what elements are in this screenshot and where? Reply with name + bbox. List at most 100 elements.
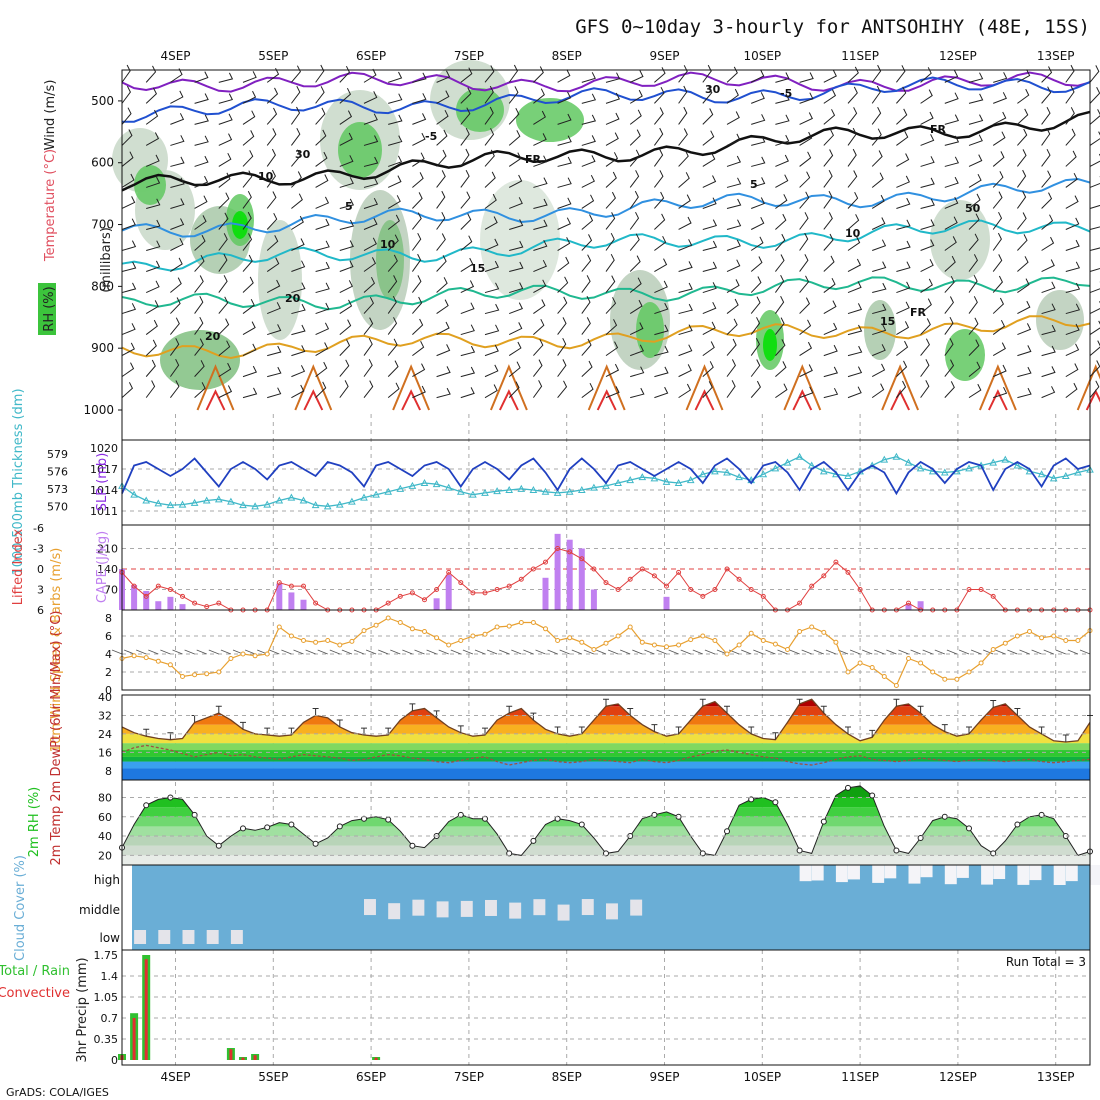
wind-speed-marker [288,633,294,639]
wind-barb [678,383,692,399]
wind-barb [896,219,911,230]
wind-barb [363,68,377,83]
wind-barb [460,235,473,251]
wind-barb [702,282,717,294]
wind-barb [605,112,620,125]
high-cloud-gap [993,865,1006,880]
wind-barb [920,198,935,209]
wind-barb [896,321,910,336]
wind-speed-marker [603,640,609,646]
wind-barb [654,86,665,104]
wind-barb [896,65,906,83]
thickness-marker [517,484,526,492]
cloud-level-label: high [94,873,120,887]
diurnal-contour [499,389,519,411]
contour-label: FR [910,306,927,319]
wind-barb [896,130,909,146]
thickness-marker [844,471,852,479]
wind-barb [726,66,738,83]
date-label-top: 4SEP [160,49,190,63]
wind-barb [436,255,447,272]
wind-barb [363,237,377,251]
cloud-axis-title: Cloud Cover (%) [13,855,28,961]
wind-barb [533,259,547,272]
wind-barb [291,215,304,230]
temp-minmax-bar [869,729,876,738]
middle-cloud-gap [388,903,401,920]
temp-band [122,750,1090,757]
wind-barb [363,337,373,356]
rh2m-marker [748,796,755,803]
wind-barb [581,93,597,104]
wind-barb [823,169,833,188]
surface-wind-barb [765,649,776,655]
wind-speed-marker [216,669,222,675]
wind-barb [896,175,910,188]
temperature-contour [121,219,1091,272]
wind-barb [920,338,930,356]
thickness-marker [190,498,199,506]
surface-wind-barb [1067,649,1079,655]
wind-barb [847,281,862,294]
wind-barb [146,154,160,167]
slp-tick-label: 1020 [90,442,118,455]
wind-barb [726,359,736,377]
lifted-index-marker [446,569,452,575]
wind-barb [291,193,303,209]
rh2m-marker [990,850,997,857]
wind-barb [121,362,135,378]
wind-barb [823,190,833,209]
wind-barb [315,151,328,167]
wind-barb [533,279,547,293]
cape-bar [590,589,597,610]
wind-barb [992,254,1003,272]
wind-barb [629,255,641,272]
rh2m-marker [724,828,730,835]
wind-barb [871,194,885,209]
wind-barb [750,216,765,230]
wind-barb [678,282,693,294]
lifted-index-marker [760,593,766,599]
wind-barb [121,173,135,188]
surface-wind-barb [462,649,474,655]
wind-barb [121,64,131,83]
lifted-index-marker [567,549,573,555]
surface-wind-barb [293,649,304,655]
wind-barb [678,344,693,357]
wind-barb [654,386,669,399]
thickness-marker [384,487,393,495]
legend-convective: Convective [0,986,70,1001]
cape-tick-label: 70 [104,584,118,597]
wind-barb [702,321,716,336]
thickness-marker [263,500,272,508]
wind-barb [146,240,161,251]
rh2m-marker [893,847,900,854]
wind-speed-marker [264,651,270,657]
wind-barb [460,148,470,167]
wind-barb [678,324,693,336]
wind-barb [266,87,279,104]
temperature-contour [121,177,1091,238]
temp-minmax-bar [845,726,851,734]
wind-barb [436,366,451,378]
wind-barb [267,324,282,336]
surface-wind-barb [571,649,582,655]
wind-barb [1089,153,1100,167]
wind-barb [557,177,572,188]
surface-wind-barb [910,649,921,655]
wind-barb [702,381,713,398]
wind-barb [581,275,591,293]
rh2m-marker [288,821,295,828]
thickness-marker [783,458,792,466]
wind-barb [1016,190,1027,209]
wind-barb [508,130,521,146]
wind-speed-marker [458,638,464,643]
wind-barb [1089,247,1100,251]
wind-barb [387,275,398,293]
wind-barb [387,360,399,377]
wind-barb [678,149,689,167]
contour-label: -5 [425,130,437,143]
pressure-tick-label: 700 [91,218,114,232]
wind-barb [339,299,353,314]
wind-barb [726,338,737,356]
